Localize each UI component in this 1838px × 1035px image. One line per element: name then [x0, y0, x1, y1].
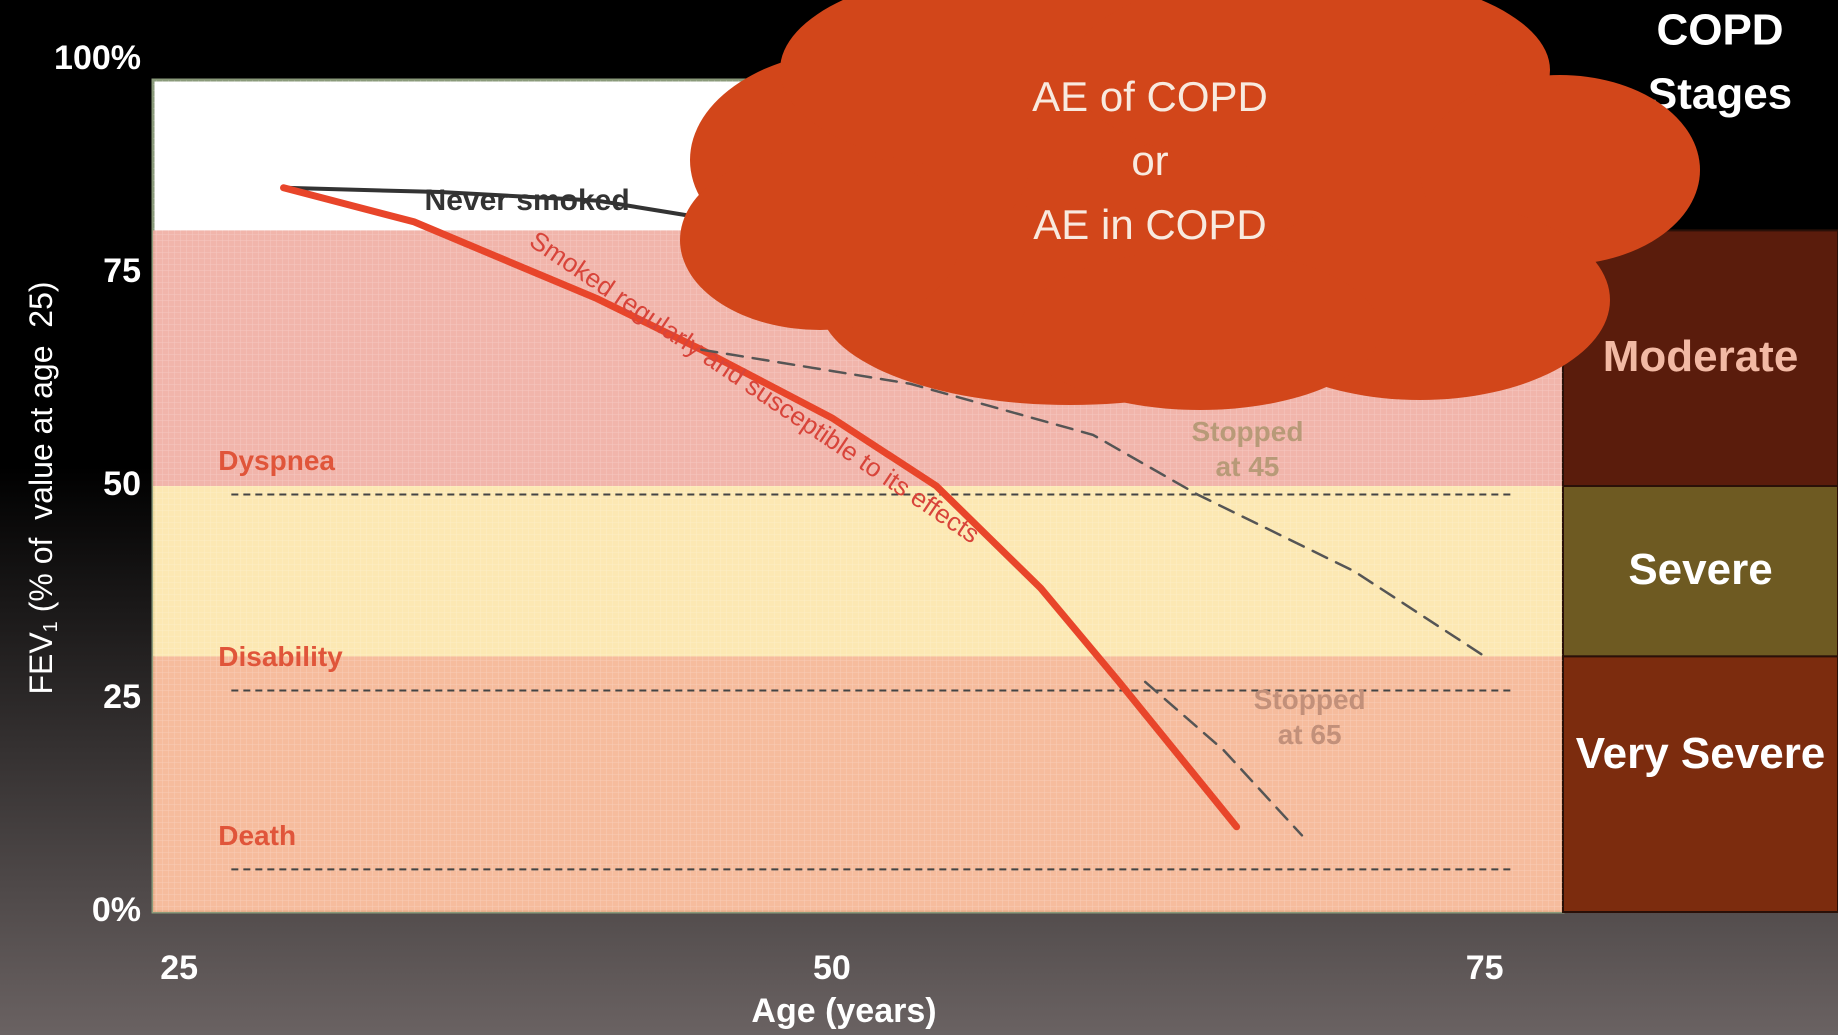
- cloud-lobe: [1070, 0, 1550, 170]
- y-axis-label-part: FEV: [23, 632, 59, 695]
- stage-label: Moderate: [1602, 332, 1799, 382]
- y-tick-label: 50: [103, 465, 141, 503]
- series-label: Stopped at 65: [1253, 683, 1366, 750]
- x-axis-label: Age (years): [751, 992, 936, 1030]
- stages-title: COPD: [1656, 6, 1783, 55]
- stage-panel: [1562, 655, 1838, 914]
- stages-title: Stages: [1648, 70, 1792, 119]
- y-axis-label-part: 1: [40, 621, 62, 632]
- y-tick-label: 100%: [54, 39, 141, 77]
- x-tick-label: 75: [1466, 949, 1504, 987]
- x-tick-label: 50: [813, 949, 851, 987]
- annotation: or: [1131, 137, 1168, 184]
- series-label: Stopped at 45: [1191, 416, 1304, 483]
- threshold-label: Disability: [218, 641, 343, 672]
- y-axis-label-part: (% of value at age 25): [23, 281, 59, 621]
- y-tick-label: 25: [103, 678, 141, 716]
- x-tick-label: 25: [160, 949, 198, 987]
- cloud: [680, 0, 1700, 410]
- cloud-lobe: [680, 150, 960, 330]
- annotation: AE in COPD: [1033, 201, 1266, 248]
- series-line: [280, 184, 1241, 831]
- stage-label: Very Severe: [1575, 729, 1826, 779]
- stage-label: Severe: [1628, 545, 1773, 595]
- y-tick-label: 0%: [92, 891, 141, 929]
- series-line: [1143, 680, 1304, 837]
- threshold-label: Death: [218, 820, 296, 851]
- series-label: Never smoked: [425, 184, 630, 217]
- y-tick-label: 75: [103, 252, 141, 290]
- annotation: AE of COPD: [1032, 73, 1268, 120]
- y-axis-label: FEV1 (% of value at age 25): [23, 281, 62, 694]
- threshold-label: Dyspnea: [218, 445, 335, 476]
- cloud-lobe: [1020, 250, 1380, 410]
